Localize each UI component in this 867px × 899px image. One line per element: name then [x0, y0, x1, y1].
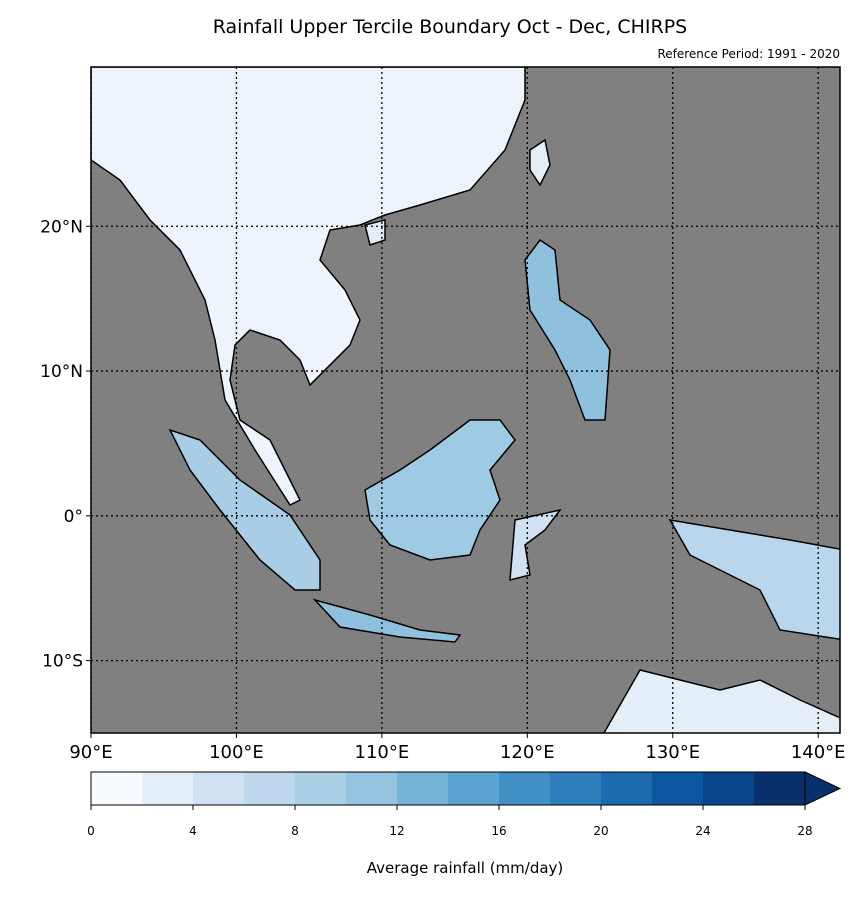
- mainland: [91, 67, 526, 506]
- x-tick-label: 140°E: [791, 742, 846, 763]
- land: [91, 67, 840, 733]
- x-tick-label: 100°E: [209, 742, 264, 763]
- colorbar-frame: [90, 771, 806, 806]
- map-frame: [90, 66, 841, 734]
- colorbar-segment: [346, 772, 397, 805]
- colorbar-segment: [295, 772, 346, 805]
- colorbar-extend: [804, 771, 842, 806]
- taiwan: [529, 138, 551, 187]
- colorbar-tick-label: 0: [87, 824, 95, 838]
- java: [312, 598, 462, 643]
- colorbar-segment: [91, 772, 142, 805]
- colorbar-segment: [244, 772, 295, 805]
- subtitle: Reference Period: 1991 - 2020: [657, 47, 840, 61]
- colorbar-segment: [601, 772, 652, 805]
- x-tick-label: 120°E: [500, 742, 555, 763]
- colorbar-tick-label: 20: [593, 824, 608, 838]
- y-tick-label: 10°N: [40, 362, 83, 382]
- australia: [603, 669, 840, 733]
- x-tick-label: 130°E: [645, 742, 700, 763]
- hainan: [364, 219, 386, 246]
- sulawesi: [509, 508, 562, 581]
- colorbar-tick-label: 12: [389, 824, 404, 838]
- y-tick-label: 10°S: [42, 652, 83, 672]
- y-tick-label: 20°N: [40, 217, 83, 237]
- colorbar-segment: [142, 772, 193, 805]
- colorbar-segment: [652, 772, 703, 805]
- x-tick-label: 110°E: [355, 742, 410, 763]
- colorbar-tick-label: 16: [491, 824, 506, 838]
- colorbar-tick-label: 8: [291, 824, 299, 838]
- y-tick-label: 0°: [64, 507, 83, 527]
- new-guinea: [668, 519, 840, 640]
- colorbar-segment: [550, 772, 601, 805]
- colorbar-segment: [499, 772, 550, 805]
- colorbar-segment: [754, 772, 805, 805]
- colorbar-segment: [397, 772, 448, 805]
- colorbar-label: Average rainfall (mm/day): [367, 859, 564, 877]
- sumatra: [168, 428, 321, 591]
- philippines: [524, 238, 611, 421]
- colorbar-tick-label: 28: [797, 824, 812, 838]
- colorbar-segment: [448, 772, 499, 805]
- title: Rainfall Upper Tercile Boundary Oct - De…: [213, 16, 688, 38]
- colorbar-tick-label: 24: [695, 824, 710, 838]
- colorbar-tick-label: 4: [189, 824, 197, 838]
- colorbar-segment: [703, 772, 754, 805]
- borneo: [364, 419, 516, 561]
- x-tick-label: 90°E: [69, 742, 112, 763]
- colorbar-segment: [193, 772, 244, 805]
